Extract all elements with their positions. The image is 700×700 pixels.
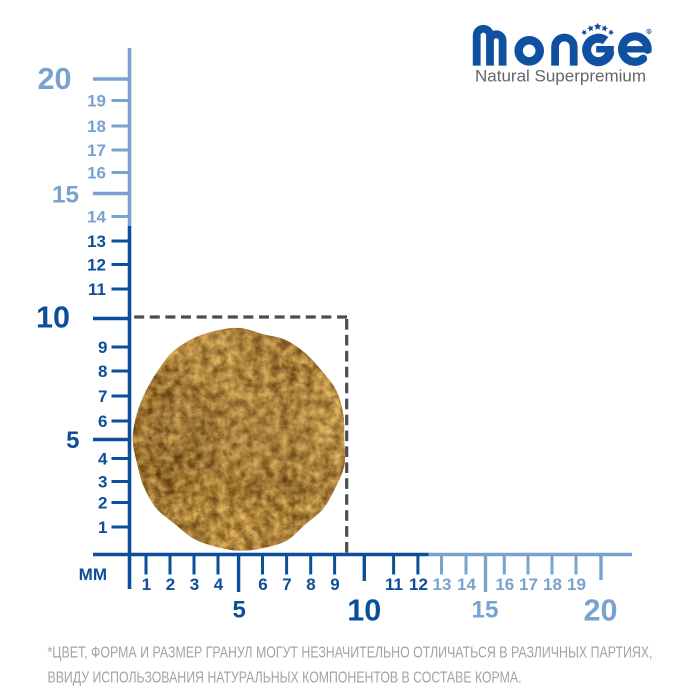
- svg-text:19: 19: [87, 92, 106, 111]
- svg-text:13: 13: [433, 575, 452, 594]
- svg-text:10: 10: [36, 301, 70, 335]
- svg-text:4: 4: [98, 450, 108, 469]
- svg-text:13: 13: [87, 232, 106, 251]
- svg-text:R: R: [648, 30, 651, 34]
- svg-text:6: 6: [98, 412, 107, 431]
- svg-text:2: 2: [166, 575, 175, 594]
- svg-text:20: 20: [584, 594, 618, 628]
- svg-text:11: 11: [385, 575, 403, 594]
- svg-text:18: 18: [87, 117, 106, 136]
- svg-text:12: 12: [87, 256, 106, 275]
- svg-text:16: 16: [87, 164, 106, 183]
- svg-text:5: 5: [66, 427, 79, 454]
- svg-text:*ЦВЕТ, ФОРМА И РАЗМЕР ГРАНУЛ М: *ЦВЕТ, ФОРМА И РАЗМЕР ГРАНУЛ МОГУТ НЕЗНА…: [48, 645, 653, 662]
- svg-text:15: 15: [52, 182, 79, 209]
- svg-text:11: 11: [88, 280, 106, 299]
- svg-text:1: 1: [98, 518, 107, 537]
- svg-text:MM: MM: [79, 565, 107, 584]
- svg-text:7: 7: [98, 387, 107, 406]
- svg-text:15: 15: [472, 597, 499, 624]
- svg-text:17: 17: [519, 575, 538, 594]
- svg-text:9: 9: [98, 338, 107, 357]
- svg-text:3: 3: [98, 473, 107, 492]
- svg-text:14: 14: [457, 575, 476, 594]
- svg-text:20: 20: [38, 62, 72, 96]
- svg-text:19: 19: [567, 575, 586, 594]
- svg-text:4: 4: [214, 575, 224, 594]
- svg-text:ВВИДУ ИСПОЛЬЗОВАНИЯ НАТУРАЛЬНЫ: ВВИДУ ИСПОЛЬЗОВАНИЯ НАТУРАЛЬНЫХ КОМПОНЕН…: [48, 670, 522, 687]
- svg-text:2: 2: [98, 494, 107, 513]
- svg-text:6: 6: [258, 575, 267, 594]
- svg-text:10: 10: [347, 594, 381, 628]
- svg-text:5: 5: [233, 597, 246, 624]
- svg-text:18: 18: [543, 575, 562, 594]
- svg-text:7: 7: [282, 575, 291, 594]
- svg-text:8: 8: [98, 362, 107, 381]
- svg-text:16: 16: [495, 575, 514, 594]
- svg-text:Natural Superpremium: Natural Superpremium: [475, 68, 646, 86]
- svg-text:8: 8: [306, 575, 315, 594]
- svg-text:9: 9: [330, 575, 339, 594]
- svg-text:12: 12: [409, 575, 428, 594]
- svg-text:1: 1: [142, 575, 151, 594]
- svg-text:17: 17: [87, 141, 106, 160]
- svg-text:3: 3: [190, 575, 199, 594]
- svg-text:14: 14: [87, 208, 106, 227]
